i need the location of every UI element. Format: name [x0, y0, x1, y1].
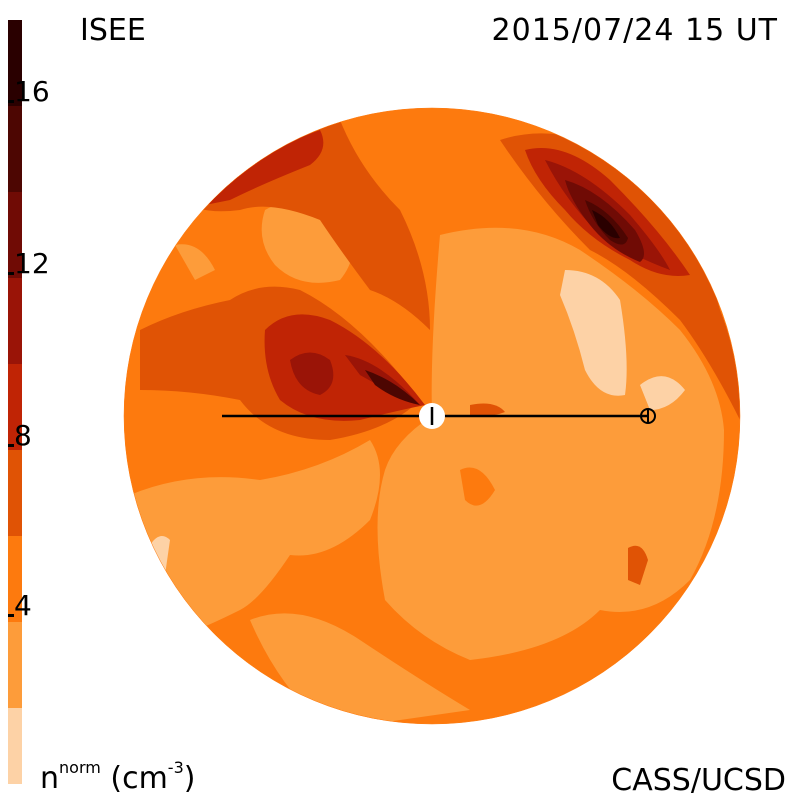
- unit-paren-open: (cm: [100, 761, 168, 796]
- colorbar-level: [8, 622, 22, 708]
- footer-credit: CASS/UCSD: [611, 763, 786, 798]
- colorbar-tick-label: 12: [14, 247, 50, 280]
- map-region-spot: [460, 467, 495, 506]
- map-region-darkest: [365, 370, 420, 405]
- unit-paren-sup: -3: [167, 758, 184, 777]
- map-region-red: [205, 130, 324, 205]
- colorbar-level: [8, 536, 22, 622]
- colorbar-unit-label: nnorm (cm-3): [40, 760, 196, 796]
- colorbar-tick-label: 8: [14, 419, 32, 452]
- colorbar-tick-label: 4: [14, 589, 32, 622]
- map-region-red: [264, 314, 425, 421]
- map-region-light: [175, 244, 215, 280]
- map-region-dark: [500, 133, 740, 421]
- map-region-spot: [470, 403, 505, 416]
- map-region-faint: [560, 270, 627, 396]
- map-region-light: [130, 440, 380, 640]
- colorbar-level: [8, 192, 22, 278]
- colorbar-level: [8, 708, 22, 784]
- colorbar-tick-mark: [8, 614, 14, 617]
- map-region-deepred: [290, 352, 334, 395]
- colorbar-level: [8, 20, 22, 106]
- colorbar-tick-label: 16: [14, 75, 50, 108]
- map-region-faint: [640, 376, 685, 410]
- colorbar-level: [8, 106, 22, 192]
- disk-edge: [123, 107, 741, 725]
- colorbar-level: [8, 278, 22, 364]
- map-region-darkest: [592, 210, 620, 239]
- colorbar-tick-mark: [8, 100, 14, 103]
- header-left-label: ISEE: [80, 13, 146, 48]
- colorbar-level: [8, 450, 22, 536]
- colorbar: [8, 20, 22, 784]
- unit-paren-close: ): [183, 761, 196, 796]
- unit-main: n: [40, 761, 60, 796]
- colorbar-tick-mark: [8, 444, 14, 447]
- map-region-dark: [628, 545, 648, 585]
- colorbar-tick-mark: [8, 272, 14, 275]
- unit-sup: norm: [59, 758, 101, 777]
- colorbar-level: [8, 364, 22, 450]
- header-datetime: 2015/07/24 15 UT: [491, 13, 778, 48]
